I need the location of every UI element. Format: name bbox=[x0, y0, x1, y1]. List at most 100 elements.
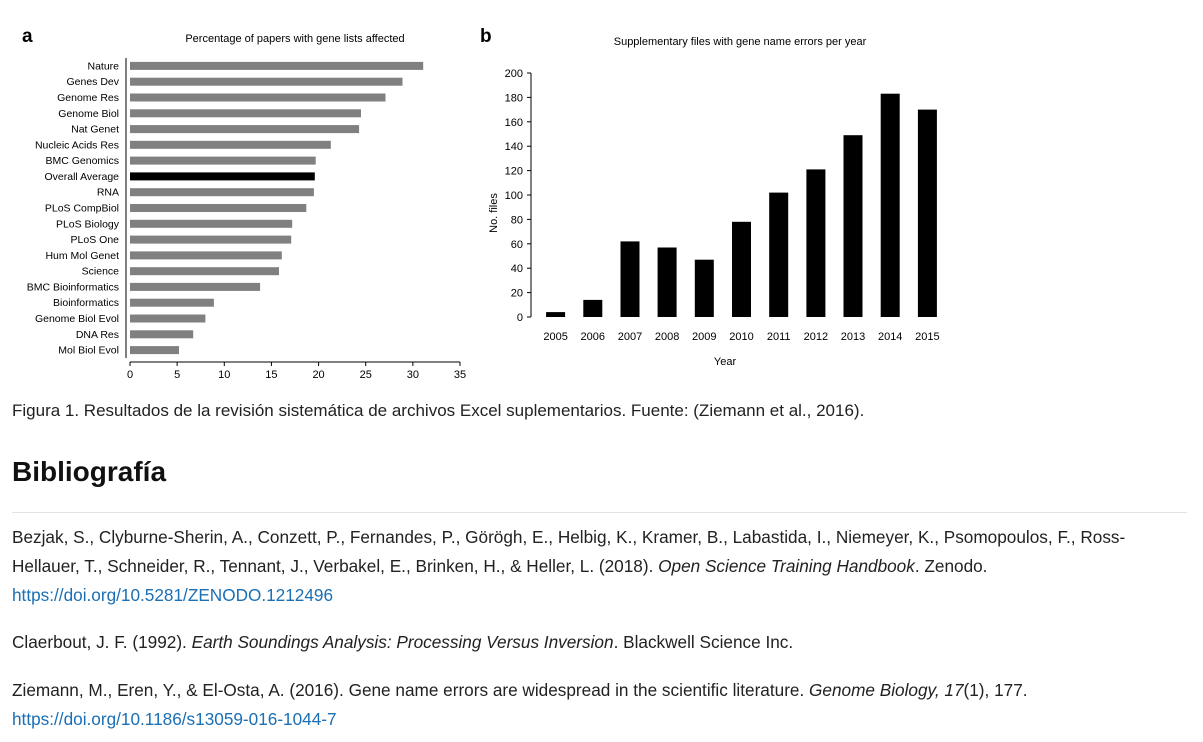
bar bbox=[130, 61, 424, 70]
bar bbox=[130, 314, 206, 323]
bar bbox=[130, 267, 279, 276]
bar bbox=[130, 77, 403, 86]
x-tick-label: 2015 bbox=[915, 331, 939, 343]
reference-title: Open Science Training Handbook bbox=[658, 556, 915, 576]
bar bbox=[130, 346, 179, 355]
bar bbox=[130, 235, 292, 244]
y-tick-label: 40 bbox=[511, 263, 523, 275]
bar bbox=[583, 299, 603, 317]
y-tick-label: Nature bbox=[87, 60, 119, 72]
bar bbox=[917, 109, 937, 317]
figure-1: a Percentage of papers with gene lists af… bbox=[22, 26, 940, 381]
reference-title: Earth Soundings Analysis: Processing Ver… bbox=[191, 632, 614, 652]
y-tick-label: PLoS CompBiol bbox=[45, 203, 119, 215]
reference-text-end: . Zenodo. bbox=[914, 556, 988, 576]
x-tick-label: 10 bbox=[218, 369, 230, 381]
bar bbox=[880, 93, 900, 317]
y-axis-title: No. files bbox=[488, 193, 500, 233]
y-tick-label: 60 bbox=[511, 239, 523, 251]
section-divider bbox=[12, 512, 1187, 513]
bar bbox=[130, 204, 307, 212]
y-tick-label: 20 bbox=[511, 288, 523, 300]
y-tick-label: 160 bbox=[505, 117, 523, 129]
bar bbox=[130, 109, 361, 118]
reference-text-end: (1), 177. bbox=[963, 680, 1028, 700]
bar bbox=[130, 172, 315, 181]
y-tick-label: Genome Biol bbox=[58, 108, 119, 120]
y-tick-label: Hum Mol Genet bbox=[45, 250, 119, 262]
reference-doi-link[interactable]: https://doi.org/10.1186/s13059-016-1044-… bbox=[12, 709, 337, 729]
bar bbox=[130, 219, 293, 228]
x-tick-label: 0 bbox=[127, 369, 133, 381]
panel-label: a bbox=[22, 26, 33, 47]
y-tick-label: Genome Res bbox=[57, 92, 119, 104]
x-tick-label: 2011 bbox=[767, 331, 791, 343]
y-tick-label: Nucleic Acids Res bbox=[35, 139, 119, 151]
y-tick-label: PLoS One bbox=[71, 234, 120, 246]
y-tick-label: 140 bbox=[505, 141, 523, 153]
y-tick-label: 200 bbox=[505, 68, 523, 80]
bar bbox=[806, 169, 826, 317]
bar bbox=[130, 188, 314, 197]
chart-panel-b: b Supplementary files with gene name erro… bbox=[480, 26, 940, 368]
bar bbox=[130, 156, 316, 165]
x-tick-label: 35 bbox=[454, 369, 466, 381]
chart-title: Supplementary files with gene name error… bbox=[614, 36, 867, 48]
section-title: Bibliografía bbox=[12, 456, 167, 487]
bar bbox=[130, 251, 282, 260]
x-tick-label: 2010 bbox=[729, 331, 753, 343]
x-tick-label: 2009 bbox=[692, 331, 716, 343]
reference-title: Genome Biology, 17 bbox=[809, 680, 964, 700]
y-tick-label: PLoS Biology bbox=[56, 218, 120, 230]
y-tick-label: BMC Bioinformatics bbox=[27, 281, 119, 293]
y-tick-label: Bioinformatics bbox=[53, 297, 119, 309]
y-tick-label: 180 bbox=[505, 92, 523, 104]
x-tick-label: 5 bbox=[174, 369, 180, 381]
chart-title: Percentage of papers with gene lists aff… bbox=[185, 33, 404, 45]
y-tick-label: 0 bbox=[517, 312, 523, 324]
x-tick-label: 2005 bbox=[543, 331, 567, 343]
y-tick-label: 120 bbox=[505, 166, 523, 178]
x-tick-label: 2014 bbox=[878, 331, 902, 343]
reference-doi-link[interactable]: https://doi.org/10.5281/ZENODO.1212496 bbox=[12, 585, 334, 605]
bar bbox=[694, 259, 714, 317]
reference-text: Ziemann, M., Eren, Y., & El-Osta, A. (20… bbox=[12, 680, 810, 700]
y-tick-label: DNA Res bbox=[76, 329, 119, 341]
y-tick-label: RNA bbox=[97, 187, 119, 199]
reference-text: Claerbout, J. F. (1992). bbox=[12, 632, 192, 652]
figure-caption: Figura 1. Resultados de la revisión sist… bbox=[12, 401, 865, 420]
panel-label: b bbox=[480, 26, 492, 47]
x-tick-label: 30 bbox=[407, 369, 419, 381]
y-tick-label: BMC Genomics bbox=[45, 155, 119, 167]
bar bbox=[843, 135, 863, 317]
x-tick-label: 25 bbox=[360, 369, 372, 381]
bar bbox=[130, 298, 214, 307]
y-tick-label: 100 bbox=[505, 190, 523, 202]
bar bbox=[732, 221, 751, 317]
x-tick-label: 15 bbox=[265, 369, 277, 381]
reference-item: Claerbout, J. F. (1992). Earth Soundings… bbox=[12, 628, 1187, 657]
bar bbox=[546, 312, 566, 317]
bar bbox=[130, 282, 261, 291]
reference-text-end: . Blackwell Science Inc. bbox=[613, 632, 794, 652]
reference-item: Ziemann, M., Eren, Y., & El-Osta, A. (20… bbox=[12, 676, 1187, 734]
chart-panel-a: a Percentage of papers with gene lists af… bbox=[22, 26, 466, 381]
y-tick-label: Overall Average bbox=[44, 171, 119, 183]
x-axis-title: Year bbox=[714, 356, 737, 368]
bar bbox=[769, 192, 789, 317]
x-tick-label: 20 bbox=[312, 369, 324, 381]
reference-text: Bezjak, S., Clyburne-Sherin, A., Conzett… bbox=[12, 527, 1126, 576]
y-tick-label: Mol Biol Evol bbox=[58, 345, 119, 357]
bar bbox=[620, 241, 640, 317]
bar bbox=[130, 125, 360, 134]
y-tick-label: Genome Biol Evol bbox=[35, 313, 119, 325]
bar bbox=[130, 93, 386, 102]
y-tick-label: Nat Genet bbox=[71, 124, 119, 136]
bar bbox=[130, 330, 194, 339]
x-tick-label: 2007 bbox=[618, 331, 642, 343]
x-tick-label: 2008 bbox=[655, 331, 679, 343]
x-tick-label: 2006 bbox=[581, 331, 605, 343]
x-tick-label: 2013 bbox=[841, 331, 865, 343]
y-tick-label: Genes Dev bbox=[66, 76, 119, 88]
reference-item: Bezjak, S., Clyburne-Sherin, A., Conzett… bbox=[12, 523, 1187, 610]
